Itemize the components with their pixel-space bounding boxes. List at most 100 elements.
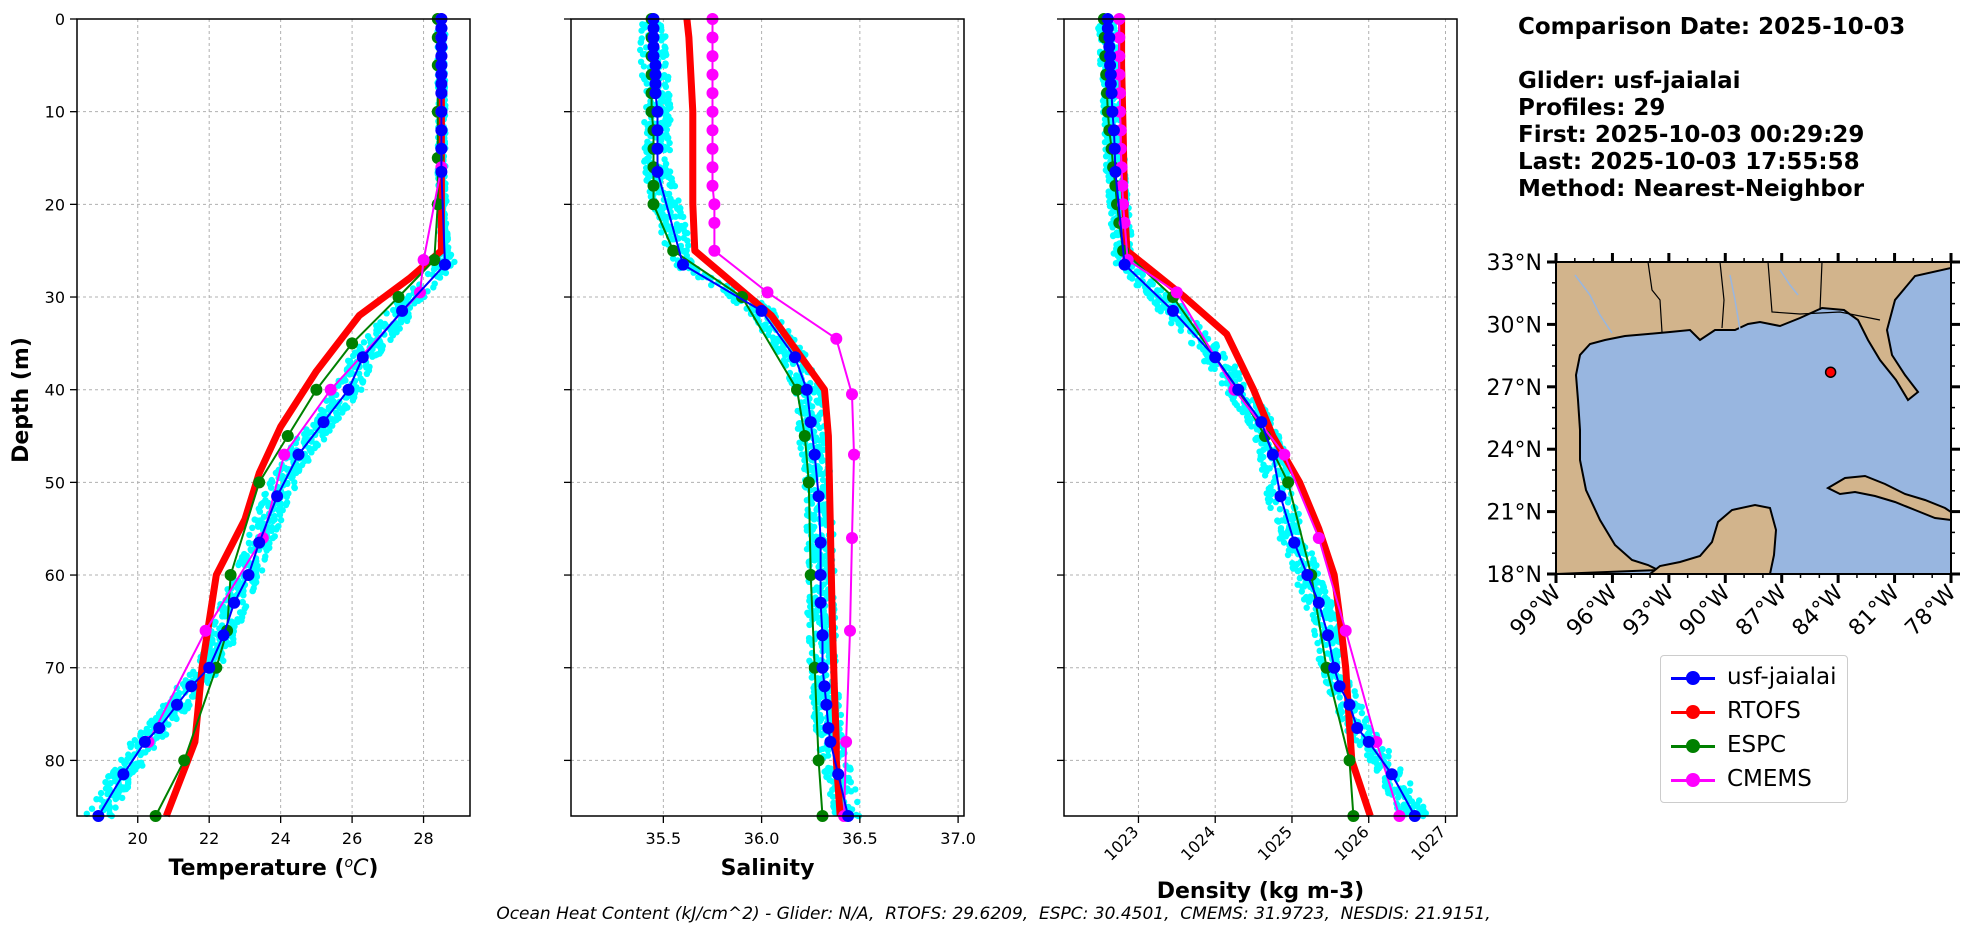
- series-point-usf-jaialai: [1351, 722, 1364, 734]
- raw-profile-point: [818, 457, 826, 465]
- raw-profile-point: [393, 329, 400, 336]
- raw-profile-point: [799, 404, 807, 412]
- series-point-usf-jaialai: [1107, 124, 1120, 137]
- raw-profile-point: [246, 531, 253, 539]
- raw-profile-point: [809, 403, 816, 410]
- raw-profile-point: [114, 789, 121, 796]
- series-line-ESPC: [650, 19, 824, 817]
- raw-profile-point: [659, 211, 666, 218]
- map-lon-label: 81°W: [1844, 580, 1905, 641]
- raw-profile-point: [112, 804, 119, 811]
- raw-profile-point: [1245, 410, 1252, 418]
- series-point-usf-jaialai: [820, 698, 833, 711]
- series-point-ESPC: [1282, 476, 1295, 489]
- raw-profile-point: [671, 182, 679, 190]
- raw-profile-point: [134, 743, 141, 750]
- series-point-usf-jaialai: [1104, 50, 1117, 63]
- series-point-usf-jaialai: [356, 351, 369, 364]
- raw-profile-point: [266, 481, 274, 488]
- series-line-ESPC: [1102, 18, 1355, 817]
- legend-label: RTOFS: [1727, 698, 1801, 724]
- x-tick-label: 36.0: [744, 829, 780, 848]
- raw-profile-point: [271, 516, 278, 523]
- series-point-CMEMS: [840, 735, 853, 748]
- raw-profile-point: [1364, 724, 1372, 731]
- x-tick-label: 35.5: [646, 829, 682, 848]
- map-land-north: [1555, 261, 1952, 576]
- raw-profile-point: [708, 281, 715, 289]
- x-tick-label: 36.5: [842, 829, 878, 848]
- raw-profile-point: [1353, 737, 1360, 744]
- raw-profile-point: [666, 146, 673, 154]
- raw-profile-point: [1276, 506, 1284, 513]
- x-tick-label: 24: [270, 829, 290, 848]
- series-point-CMEMS: [199, 624, 212, 637]
- raw-profile-point: [660, 53, 667, 60]
- raw-profile-point: [261, 491, 268, 498]
- raw-profile-point: [1109, 209, 1116, 216]
- series-point-usf-jaialai: [824, 735, 837, 748]
- series-point-CMEMS: [830, 332, 843, 345]
- raw-profile-point: [1150, 290, 1157, 297]
- series-point-usf-jaialai: [814, 569, 827, 581]
- series-point-ESPC: [802, 476, 815, 489]
- raw-profile-point: [820, 581, 827, 588]
- series-point-usf-jaialai: [153, 722, 166, 734]
- x-tick-label: 26: [342, 829, 362, 848]
- series-point-usf-jaialai: [1266, 448, 1279, 461]
- raw-profile-point: [109, 772, 116, 780]
- series-point-CMEMS: [1113, 31, 1126, 44]
- series-point-ESPC: [392, 291, 405, 303]
- x-tick-label: 1025: [1254, 822, 1296, 864]
- series-point-CMEMS: [1117, 198, 1130, 211]
- raw-profile-point: [144, 730, 152, 738]
- raw-profile-point: [1277, 525, 1285, 532]
- raw-profile-point: [291, 484, 298, 492]
- series-point-usf-jaialai: [1209, 351, 1222, 364]
- raw-profile-point: [638, 27, 645, 34]
- raw-profile-point: [816, 443, 823, 450]
- raw-profile-point: [363, 364, 370, 371]
- series-point-usf-jaialai: [822, 722, 835, 734]
- series-line-RTOFS: [683, 18, 844, 817]
- raw-profile-point: [643, 80, 650, 87]
- raw-profile-point: [431, 280, 438, 287]
- raw-profile-point: [1128, 275, 1136, 282]
- series-point-usf-jaialai: [242, 569, 255, 581]
- raw-profile-point: [658, 37, 665, 44]
- raw-profile-point: [432, 265, 439, 272]
- x-tick-label: 1023: [1100, 822, 1142, 864]
- series-point-CMEMS: [278, 448, 291, 461]
- raw-profile-point: [298, 461, 306, 469]
- raw-profile-point: [138, 759, 145, 766]
- raw-profile-point: [143, 725, 150, 733]
- raw-profile-point: [1385, 753, 1392, 760]
- raw-profile-point: [1296, 575, 1304, 582]
- raw-profile-point: [1267, 504, 1274, 511]
- raw-profile-point: [683, 252, 690, 259]
- raw-profile-point: [665, 73, 672, 81]
- raw-profile-point: [684, 229, 691, 237]
- x-tick-label: 1027: [1407, 822, 1449, 864]
- series-point-CMEMS: [761, 286, 774, 299]
- series-point-usf-jaialai: [814, 596, 827, 609]
- raw-profile-point: [133, 760, 140, 767]
- first-time: First: 2025-10-03 00:29:29: [1518, 122, 1865, 148]
- raw-profile-point: [1309, 611, 1317, 619]
- series-point-usf-jaialai: [1232, 383, 1245, 396]
- raw-profile-point: [1358, 709, 1366, 717]
- raw-profile-point: [640, 63, 648, 70]
- raw-profile-point: [1101, 139, 1109, 146]
- raw-profile-point: [1323, 679, 1331, 686]
- profile-count: Profiles: 29: [1518, 95, 1666, 121]
- raw-profile-point: [1354, 702, 1362, 710]
- raw-profile-point: [1322, 641, 1330, 649]
- map-rivers-2: [1729, 274, 1741, 331]
- raw-profile-point: [662, 45, 669, 52]
- map-lat-label: 21°N: [1487, 501, 1542, 526]
- series-point-ESPC: [346, 337, 359, 350]
- raw-profile-point: [1381, 783, 1389, 790]
- map-state-borders-4: [1819, 261, 1823, 311]
- raw-profile-point: [1102, 153, 1110, 160]
- raw-profile-point: [329, 422, 336, 429]
